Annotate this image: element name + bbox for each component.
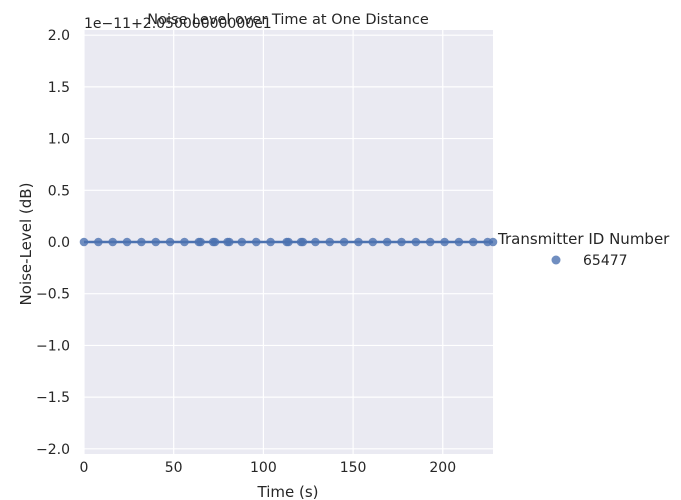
chart-title: Noise Level over Time at One Distance — [147, 12, 429, 28]
data-point — [411, 237, 421, 247]
x-axis-label: Time (s) — [257, 483, 319, 500]
legend: Transmitter ID Number 65477 — [497, 230, 670, 269]
y-tick-label: −1.5 — [36, 390, 70, 406]
data-point — [237, 237, 247, 247]
data-point — [325, 237, 335, 247]
x-tick-label: 150 — [340, 460, 367, 476]
legend-marker — [551, 255, 561, 265]
data-point — [354, 237, 363, 247]
y-axis-label: Noise-Level (dB) — [17, 183, 35, 306]
x-tick-label: 50 — [165, 460, 183, 476]
data-point — [440, 237, 449, 247]
data-points — [79, 237, 498, 247]
data-point — [137, 237, 146, 247]
y-tick-label: −2.0 — [36, 442, 70, 458]
data-point — [339, 237, 349, 247]
legend-label: 65477 — [583, 253, 628, 269]
data-point — [266, 237, 275, 247]
y-tick-labels: 2.0 1.5 1.0 0.5 0.0 −0.5 −1.0 −1.5 −2.0 — [36, 28, 70, 458]
y-tick-label: −1.0 — [36, 338, 70, 354]
data-point — [79, 237, 89, 247]
data-point — [284, 237, 293, 247]
x-tick-label: 0 — [80, 460, 89, 476]
data-point — [488, 237, 498, 247]
data-point — [454, 237, 464, 247]
data-point — [196, 237, 205, 247]
data-point — [122, 237, 132, 247]
y-tick-label: 0.5 — [48, 183, 70, 199]
data-point — [397, 237, 406, 247]
data-point — [251, 237, 261, 247]
data-point — [382, 237, 392, 247]
data-point — [108, 237, 118, 247]
x-tick-labels: 0 50 100 150 200 — [80, 460, 457, 476]
y-offset-text: 1e−11+2.05000000000e1 — [84, 16, 272, 32]
data-point — [468, 237, 478, 247]
data-point — [94, 237, 103, 247]
y-tick-label: −0.5 — [36, 287, 70, 303]
data-point — [311, 237, 320, 247]
data-point — [368, 237, 378, 247]
data-point — [210, 237, 220, 247]
data-point — [151, 237, 161, 247]
data-point — [225, 237, 234, 247]
x-tick-label: 100 — [250, 460, 277, 476]
y-tick-label: 2.0 — [48, 28, 70, 44]
legend-title: Transmitter ID Number — [497, 230, 670, 248]
x-tick-label: 200 — [429, 460, 456, 476]
data-point — [180, 237, 189, 247]
data-point — [425, 237, 435, 247]
data-point — [165, 237, 175, 247]
y-tick-label: 1.0 — [48, 132, 70, 148]
y-tick-label: 0.0 — [48, 235, 70, 251]
data-point — [298, 237, 308, 247]
y-tick-label: 1.5 — [48, 80, 70, 96]
